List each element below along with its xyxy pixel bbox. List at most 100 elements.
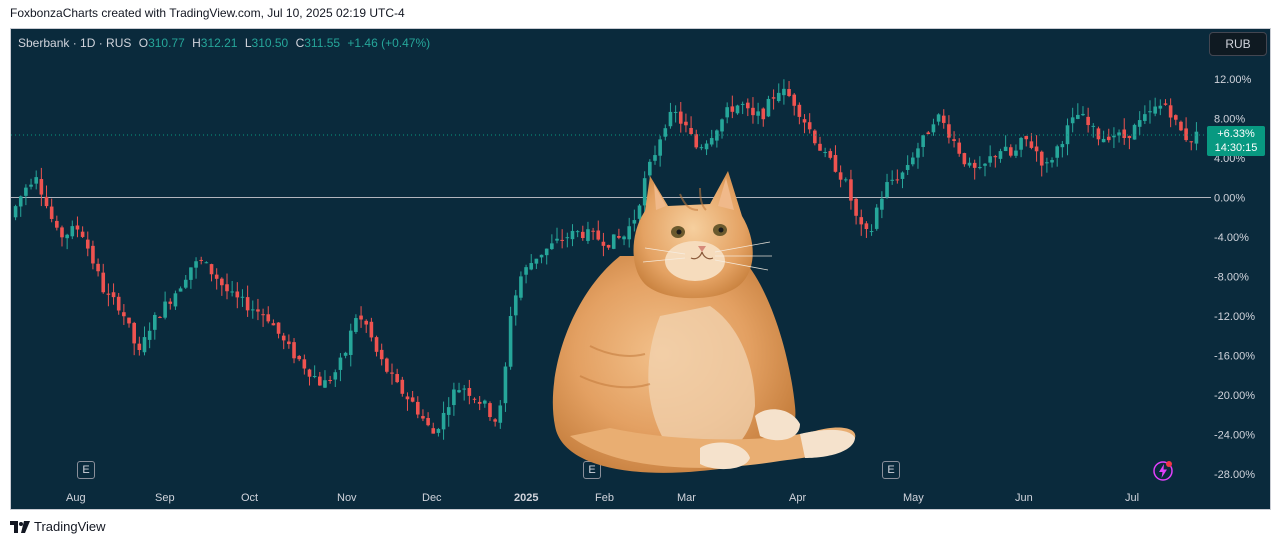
candle-body <box>307 369 312 377</box>
candle-body <box>436 428 441 433</box>
candle-body <box>823 151 827 153</box>
high-value: 312.21 <box>200 36 238 50</box>
candle-body <box>421 416 425 419</box>
candle-body <box>1189 141 1194 143</box>
candle-body <box>209 264 214 275</box>
candle-body <box>1143 114 1147 121</box>
candle-body <box>622 236 626 240</box>
x-tick-label: 2025 <box>514 492 538 504</box>
candle-body <box>328 380 332 382</box>
x-tick-label: Oct <box>241 492 258 504</box>
change-value: +1.46 (+0.47%) <box>347 36 431 50</box>
candle-body <box>756 111 760 116</box>
candle-body <box>658 139 662 156</box>
candle-body <box>410 397 415 402</box>
candle-body <box>988 156 992 163</box>
candle-body <box>369 321 374 338</box>
symbol-name[interactable]: Sberbank · 1D · RUS <box>18 36 132 50</box>
candle-body <box>18 196 23 207</box>
candle-body <box>34 177 39 184</box>
candle-body <box>1122 129 1127 138</box>
candle-body <box>405 396 410 400</box>
candle-body <box>462 388 467 390</box>
candle-body <box>575 231 580 233</box>
x-tick-label: Nov <box>337 492 357 504</box>
candle-body <box>849 179 853 201</box>
candle-body <box>292 342 296 359</box>
candle-body <box>400 379 405 394</box>
candle-body <box>65 234 69 239</box>
candle-body <box>44 196 49 207</box>
candle-body <box>503 366 508 404</box>
x-tick-label: Jun <box>1015 492 1033 504</box>
candle-body <box>1091 125 1096 127</box>
candle-body <box>1179 121 1183 131</box>
candle-body <box>782 88 786 96</box>
candle-body <box>735 105 740 114</box>
x-tick-label: Feb <box>595 492 614 504</box>
footer-branding[interactable]: TradingView <box>10 519 106 534</box>
candle-body <box>967 162 972 166</box>
candle-body <box>266 314 271 322</box>
currency-button[interactable]: RUB <box>1209 32 1267 56</box>
candle-body <box>843 179 848 181</box>
candle-body <box>101 272 106 293</box>
y-tick-label: -16.00% <box>1214 351 1255 363</box>
candle-body <box>694 134 699 148</box>
last-price-percent: +6.33% <box>1217 128 1255 140</box>
candle-body <box>13 206 18 218</box>
candle-body <box>1050 160 1054 163</box>
candle-body <box>792 94 797 106</box>
candle-body <box>926 132 931 135</box>
lightning-icon[interactable] <box>1153 461 1173 481</box>
candle-body <box>441 412 446 430</box>
candle-body <box>245 297 250 311</box>
candle-body <box>905 165 910 170</box>
candle-body <box>199 259 204 261</box>
candle-body <box>983 163 987 166</box>
candle-body <box>281 335 286 341</box>
candle-body <box>214 274 219 279</box>
candle-body <box>1060 144 1065 148</box>
candle-body <box>189 267 193 280</box>
candlestick-plot[interactable]: 12.00% 8.00% 4.00% 0.00% -4.00% -8.00% -12.00%… <box>11 29 1271 510</box>
y-tick-label: -12.00% <box>1214 311 1255 323</box>
candle-body <box>544 248 549 256</box>
candle-body <box>472 398 477 400</box>
candle-body <box>874 207 879 229</box>
candle-body <box>488 403 492 418</box>
earnings-badge[interactable]: E <box>583 461 601 479</box>
candle-body <box>1019 137 1023 150</box>
candle-body <box>668 111 673 127</box>
candle-body <box>80 231 85 237</box>
candle-body <box>1112 135 1116 138</box>
candle-body <box>49 206 54 219</box>
candle-body <box>287 341 291 345</box>
y-tick-label: 8.00% <box>1214 114 1245 126</box>
candle-body <box>1148 111 1152 113</box>
candle-body <box>745 102 750 109</box>
y-tick-label: 4.00% <box>1214 153 1245 165</box>
candle-body <box>132 322 136 344</box>
tradingview-logo-icon <box>10 520 30 533</box>
candle-body <box>797 104 802 117</box>
earnings-badge[interactable]: E <box>77 461 95 479</box>
candle-body <box>539 254 544 258</box>
candle-body <box>379 349 384 360</box>
low-label: L <box>244 36 252 50</box>
low-value: 310.50 <box>251 36 289 50</box>
candle-body <box>426 418 430 426</box>
symbol-legend[interactable]: Sberbank · 1D · RUS O310.77 H312.21 L310… <box>18 36 430 50</box>
candle-body <box>395 374 399 383</box>
candle-body <box>627 226 632 240</box>
earnings-badge[interactable]: E <box>882 461 900 479</box>
candle-body <box>385 358 389 372</box>
candle-body <box>684 121 688 126</box>
candle-body <box>890 179 894 181</box>
x-tick-label: Apr <box>789 492 806 504</box>
candle-body <box>225 284 229 292</box>
candle-body <box>1076 114 1080 119</box>
y-tick-label: -28.00% <box>1214 469 1255 481</box>
candle-body <box>1184 128 1188 141</box>
candle-body <box>85 239 90 249</box>
